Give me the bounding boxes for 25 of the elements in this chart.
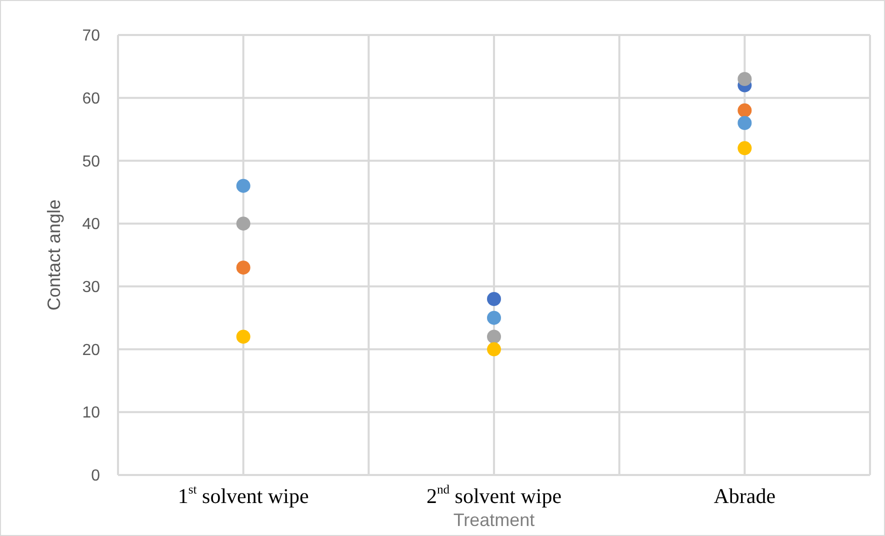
point (487, 292, 501, 306)
point (487, 330, 501, 344)
x-tick-label: 1$^{st}$ solvent wipe (178, 482, 309, 508)
point (738, 116, 752, 130)
x-tick-label: 2$^{nd}$ solvent wipe (426, 482, 562, 508)
point (487, 342, 501, 356)
point (738, 103, 752, 118)
y-tick-label: 70 (82, 28, 100, 45)
point (236, 216, 250, 231)
point (236, 178, 250, 193)
x-tick-label: Abrade (714, 484, 776, 508)
point (738, 72, 752, 86)
y-tick-label: 30 (82, 279, 100, 296)
y-tick-label: 20 (82, 342, 100, 359)
y-tick-label: 0 (91, 468, 100, 485)
y-tick-label: 50 (82, 153, 100, 170)
point (738, 141, 752, 156)
x-axis-title: Treatment (453, 510, 535, 530)
y-tick-label: 60 (82, 90, 100, 108)
point (487, 310, 501, 325)
y-tick-label: 40 (82, 216, 100, 234)
point (236, 330, 250, 344)
y-tick-label: 10 (82, 404, 100, 422)
y-axis-title: Contact angle (44, 199, 64, 311)
point (236, 260, 250, 275)
